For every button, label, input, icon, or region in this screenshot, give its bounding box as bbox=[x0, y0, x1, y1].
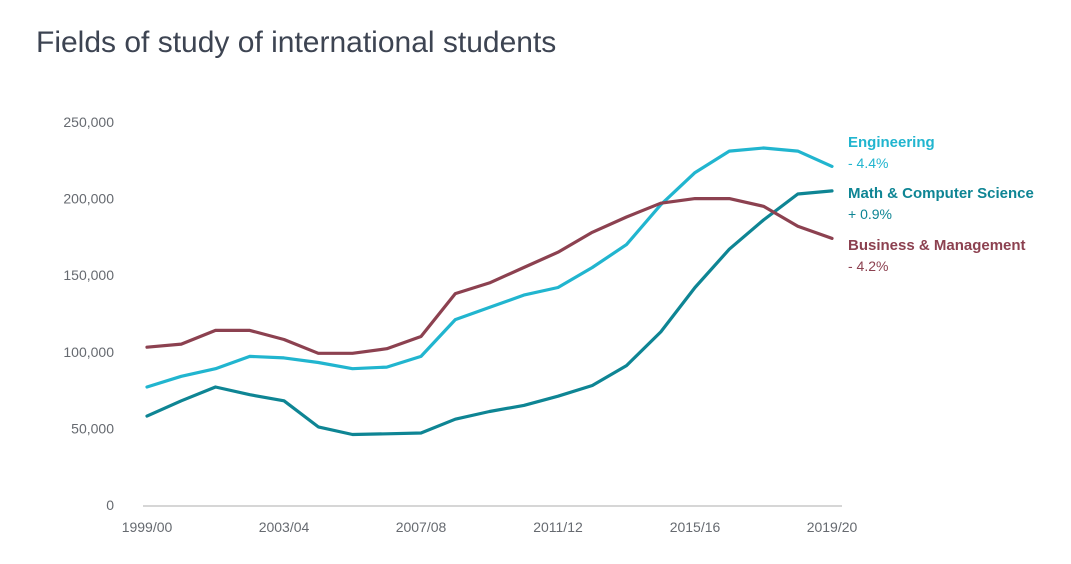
x-tick-label: 1999/00 bbox=[122, 519, 173, 535]
series-line-business bbox=[145, 197, 834, 355]
y-tick-label: 200,000 bbox=[63, 191, 114, 207]
x-tick-label: 2011/12 bbox=[533, 519, 583, 535]
x-tick-label: 2003/04 bbox=[259, 519, 310, 535]
legend-change-engineering: - 4.4% bbox=[848, 155, 888, 171]
chart-title: Fields of study of international student… bbox=[36, 26, 557, 59]
x-tick-label: 2007/08 bbox=[396, 519, 447, 535]
y-tick-label: 50,000 bbox=[71, 420, 114, 436]
y-axis: 0 50,000 100,000 150,000 200,000 250,000 bbox=[63, 114, 114, 513]
legend-label-business: Business & Management bbox=[848, 237, 1026, 254]
legend-change-math-cs: + 0.9% bbox=[848, 206, 892, 222]
y-tick-label: 150,000 bbox=[63, 267, 114, 283]
y-tick-label: 100,000 bbox=[63, 344, 114, 360]
x-tick-label: 2015/16 bbox=[670, 519, 721, 535]
legend: Engineering - 4.4% Math & Computer Science… bbox=[848, 134, 1034, 274]
series-lines bbox=[145, 146, 834, 437]
x-axis: 1999/00 2003/04 2007/08 2011/12 2015/16 2019/… bbox=[122, 505, 858, 535]
legend-label-engineering: Engineering bbox=[848, 134, 935, 151]
legend-label-math-cs: Math & Computer Science bbox=[848, 185, 1034, 202]
series-line-math-cs bbox=[145, 189, 834, 437]
series-line-engineering bbox=[145, 146, 834, 389]
y-tick-label: 250,000 bbox=[63, 114, 114, 130]
legend-change-business: - 4.2% bbox=[848, 258, 888, 274]
x-tick-label: 2019/20 bbox=[807, 519, 858, 535]
y-tick-label: 0 bbox=[106, 497, 114, 513]
